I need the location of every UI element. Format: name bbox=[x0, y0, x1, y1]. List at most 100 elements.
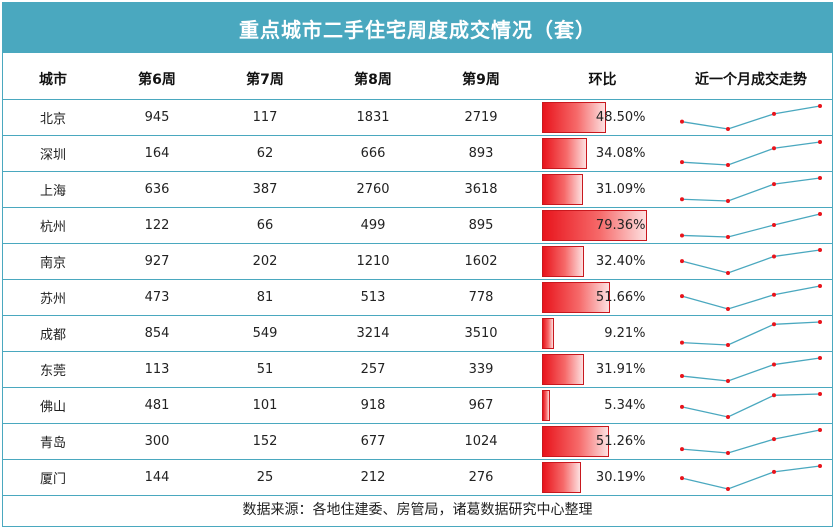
table-row: 东莞 113 51 257 339 31.91% bbox=[3, 351, 832, 388]
mom-bar-wrap: 30.19% bbox=[541, 462, 664, 493]
week6-cell: 122 bbox=[103, 207, 211, 244]
mom-label: 30.19% bbox=[595, 470, 646, 485]
trend-cell bbox=[670, 459, 832, 496]
week8-cell: 257 bbox=[319, 351, 427, 388]
week6-cell: 113 bbox=[103, 351, 211, 388]
trend-sparkline bbox=[680, 392, 822, 419]
table-row: 南京 927 202 1210 1602 32.40% bbox=[3, 243, 832, 280]
trend-point bbox=[818, 320, 822, 324]
week9-cell: 2719 bbox=[427, 99, 535, 136]
trend-point bbox=[680, 447, 684, 452]
week6-cell: 481 bbox=[103, 387, 211, 424]
week8-cell: 3214 bbox=[319, 315, 427, 352]
trend-point bbox=[726, 271, 730, 275]
mom-data-bar bbox=[541, 390, 550, 421]
table-row: 北京 945 117 1831 2719 48.50% bbox=[3, 99, 832, 136]
trend-sparkline bbox=[680, 140, 822, 167]
city-cell: 成都 bbox=[3, 315, 103, 352]
week7-cell: 387 bbox=[211, 171, 319, 208]
trend-point bbox=[726, 163, 730, 167]
table-row: 成都 854 549 3214 3510 9.21% bbox=[3, 315, 832, 352]
mom-bar-wrap: 32.40% bbox=[541, 246, 664, 277]
mom-bar-wrap: 48.50% bbox=[541, 102, 664, 133]
mom-data-bar bbox=[541, 354, 584, 385]
trend-point bbox=[726, 127, 730, 131]
mom-cell: 9.21% bbox=[535, 315, 670, 352]
mom-cell: 51.66% bbox=[535, 279, 670, 316]
week7-cell: 117 bbox=[211, 99, 319, 136]
mom-label: 34.08% bbox=[595, 146, 646, 161]
header-week9: 第9周 bbox=[427, 59, 535, 100]
trend-point bbox=[772, 322, 776, 327]
trend-line bbox=[681, 213, 821, 238]
trend-sparkline bbox=[680, 248, 822, 275]
trend-point bbox=[818, 356, 822, 360]
trend-point bbox=[772, 182, 776, 187]
trend-point bbox=[680, 476, 684, 481]
header-trend: 近一个月成交走势 bbox=[670, 59, 832, 100]
trend-point bbox=[818, 284, 822, 288]
trend-cell bbox=[670, 387, 832, 424]
trend-sparkline bbox=[680, 212, 822, 239]
trend-sparkline bbox=[680, 320, 822, 347]
city-cell: 佛山 bbox=[3, 387, 103, 424]
trend-point bbox=[726, 343, 730, 347]
week7-cell: 81 bbox=[211, 279, 319, 316]
trend-point bbox=[818, 212, 822, 216]
week9-cell: 339 bbox=[427, 351, 535, 388]
trend-sparkline bbox=[680, 464, 822, 491]
week7-cell: 66 bbox=[211, 207, 319, 244]
trend-point bbox=[680, 374, 684, 379]
week9-cell: 893 bbox=[427, 135, 535, 172]
mom-label: 5.34% bbox=[604, 398, 646, 413]
mom-cell: 32.40% bbox=[535, 243, 670, 280]
mom-label: 31.91% bbox=[595, 362, 646, 377]
week7-cell: 62 bbox=[211, 135, 319, 172]
week9-cell: 1024 bbox=[427, 423, 535, 460]
week9-cell: 967 bbox=[427, 387, 535, 424]
mom-cell: 5.34% bbox=[535, 387, 670, 424]
trend-point bbox=[680, 233, 684, 238]
mom-bar-wrap: 5.34% bbox=[541, 390, 664, 421]
city-cell: 上海 bbox=[3, 171, 103, 208]
week6-cell: 164 bbox=[103, 135, 211, 172]
header-row: 城市 第6周 第7周 第8周 第9周 环比 近一个月成交走势 bbox=[3, 59, 832, 100]
mom-label: 51.26% bbox=[595, 434, 646, 449]
trend-line bbox=[681, 393, 821, 418]
header-week7: 第7周 bbox=[211, 59, 319, 100]
trend-sparkline bbox=[680, 104, 822, 131]
trend-point bbox=[726, 487, 730, 491]
week6-cell: 945 bbox=[103, 99, 211, 136]
trend-line bbox=[681, 177, 821, 202]
mom-data-bar bbox=[541, 138, 587, 169]
trend-point bbox=[726, 199, 730, 203]
week6-cell: 300 bbox=[103, 423, 211, 460]
trend-sparkline bbox=[680, 356, 822, 383]
mom-bar-wrap: 31.91% bbox=[541, 354, 664, 385]
mom-data-bar bbox=[541, 174, 583, 205]
mom-data-bar bbox=[541, 102, 606, 133]
mom-data-bar bbox=[541, 246, 585, 277]
trend-point bbox=[772, 393, 776, 398]
table-row: 杭州 122 66 499 895 79.36% bbox=[3, 207, 832, 244]
trend-point bbox=[680, 404, 684, 409]
trend-point bbox=[772, 362, 776, 367]
mom-cell: 31.09% bbox=[535, 171, 670, 208]
trend-point bbox=[680, 119, 684, 124]
trend-point bbox=[772, 292, 776, 297]
trend-point bbox=[680, 259, 684, 264]
week8-cell: 666 bbox=[319, 135, 427, 172]
header-week6: 第6周 bbox=[103, 59, 211, 100]
trend-cell bbox=[670, 207, 832, 244]
mom-cell: 34.08% bbox=[535, 135, 670, 172]
trend-line bbox=[681, 105, 821, 130]
trend-cell bbox=[670, 351, 832, 388]
trend-line bbox=[681, 285, 821, 310]
mom-label: 48.50% bbox=[595, 110, 646, 125]
week8-cell: 212 bbox=[319, 459, 427, 496]
mom-bar-wrap: 51.66% bbox=[541, 282, 664, 313]
trend-point bbox=[818, 464, 822, 468]
trend-point bbox=[726, 307, 730, 311]
week6-cell: 927 bbox=[103, 243, 211, 280]
mom-label: 9.21% bbox=[604, 326, 646, 341]
